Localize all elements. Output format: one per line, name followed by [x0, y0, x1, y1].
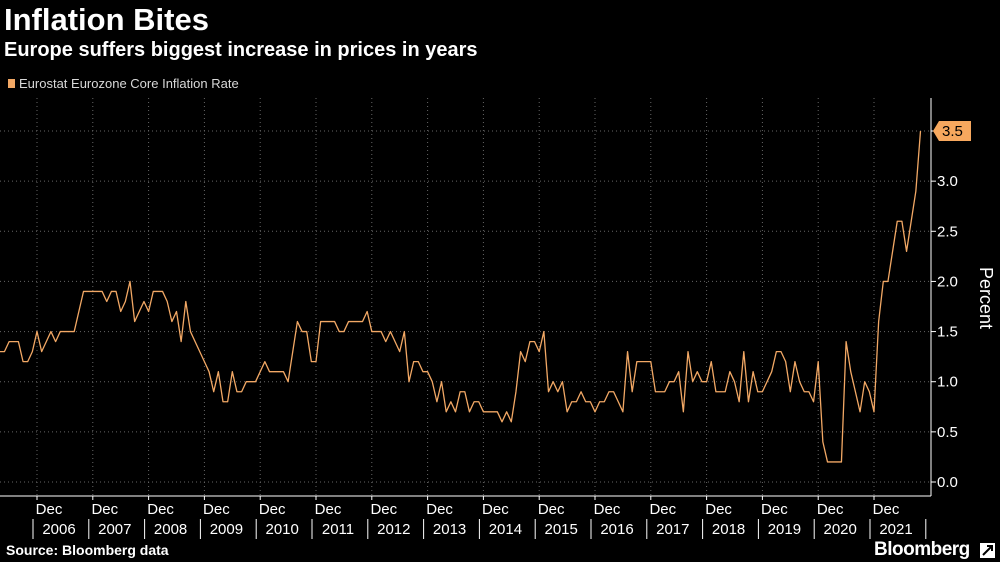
- x-tick-month-label: Dec: [482, 501, 509, 518]
- x-tick-month-label: Dec: [873, 501, 900, 518]
- chart-title: Inflation Bites: [4, 2, 209, 37]
- x-tick-year-label: 2013: [433, 521, 466, 538]
- x-tick-month-label: Dec: [147, 501, 174, 518]
- x-tick-year-label: 2017: [656, 521, 689, 538]
- x-tick-month-label: Dec: [259, 501, 286, 518]
- bloomberg-mark-icon: [980, 543, 995, 558]
- legend: Eurostat Eurozone Core Inflation Rate: [8, 76, 239, 91]
- source-note: Source: Bloomberg data: [6, 542, 169, 558]
- x-tick-year-label: 2019: [768, 521, 801, 538]
- x-tick-year-label: 2009: [210, 521, 243, 538]
- x-tick-year-label: 2018: [712, 521, 745, 538]
- legend-swatch: [8, 79, 15, 88]
- y-tick-label: 1.5: [937, 324, 958, 341]
- y-tick-label: 0.5: [937, 424, 958, 441]
- x-tick-month-label: Dec: [36, 501, 63, 518]
- x-tick-month-label: Dec: [649, 501, 676, 518]
- x-tick-month-label: Dec: [426, 501, 453, 518]
- brand-logo: Bloomberg: [874, 539, 970, 560]
- x-tick-month-label: Dec: [370, 501, 397, 518]
- x-tick-year-label: 2012: [377, 521, 410, 538]
- x-tick-year-label: 2010: [266, 521, 299, 538]
- y-tick-label: 2.0: [937, 273, 958, 290]
- x-tick-year-label: 2020: [824, 521, 857, 538]
- x-tick-year-label: 2008: [154, 521, 187, 538]
- x-tick-month-label: Dec: [91, 501, 118, 518]
- x-tick-month-label: Dec: [761, 501, 788, 518]
- x-tick-month-label: Dec: [203, 501, 230, 518]
- x-tick-month-label: Dec: [594, 501, 621, 518]
- series-line: [0, 130, 922, 463]
- y-tick-label: 0.0: [937, 474, 958, 491]
- last-value-label: 3.5: [942, 123, 963, 140]
- x-tick-year-label: 2021: [879, 521, 912, 538]
- x-tick-year-label: 2006: [42, 521, 75, 538]
- x-tick-month-label: Dec: [538, 501, 565, 518]
- chart-subtitle: Europe suffers biggest increase in price…: [4, 39, 478, 61]
- x-tick-year-label: 2015: [545, 521, 578, 538]
- x-tick-month-label: Dec: [315, 501, 342, 518]
- y-tick-label: 3.0: [937, 173, 958, 190]
- y-tick-label: 2.5: [937, 223, 958, 240]
- legend-label: Eurostat Eurozone Core Inflation Rate: [19, 76, 239, 91]
- x-tick-year-label: 2014: [489, 521, 522, 538]
- y-axis-title: Percent: [976, 267, 996, 329]
- x-tick-year-label: 2011: [322, 521, 354, 538]
- x-tick-month-label: Dec: [705, 501, 732, 518]
- y-tick-label: 1.0: [937, 374, 958, 391]
- last-value-callout: [933, 121, 971, 141]
- x-tick-year-label: 2007: [98, 521, 131, 538]
- x-tick-year-label: 2016: [600, 521, 633, 538]
- x-tick-month-label: Dec: [817, 501, 844, 518]
